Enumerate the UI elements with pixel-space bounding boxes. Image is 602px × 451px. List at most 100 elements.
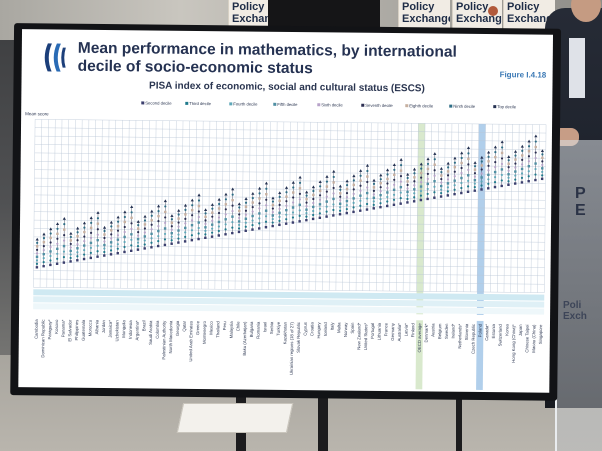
decile-marker <box>372 196 376 200</box>
decile-marker <box>298 203 302 207</box>
legend-label: Ninth decile <box>453 103 476 109</box>
decile-marker <box>83 239 86 243</box>
decile-marker <box>298 175 302 179</box>
decile-marker <box>359 174 362 177</box>
decile-marker <box>42 264 45 268</box>
decile-marker <box>392 163 396 167</box>
decile-marker <box>56 237 59 240</box>
decile-marker <box>420 176 423 179</box>
decile-marker <box>352 192 355 195</box>
country-label: Panama* <box>61 319 66 337</box>
decile-marker <box>292 196 295 199</box>
decile-marker <box>217 207 221 210</box>
country-label: Baku (Azerbaijan) <box>242 321 247 356</box>
decile-marker <box>258 197 261 200</box>
decile-marker <box>460 171 463 175</box>
decile-marker <box>56 252 59 255</box>
decile-marker <box>217 225 220 228</box>
country-label: Philippines <box>74 320 79 341</box>
decile-marker <box>318 216 322 220</box>
legend-label: Fifth decile <box>277 101 298 108</box>
decile-marker <box>292 186 295 189</box>
decile-marker <box>453 165 457 169</box>
decile-marker <box>96 228 99 231</box>
decile-marker <box>204 233 207 236</box>
decile-marker <box>521 158 524 162</box>
decile-marker <box>332 169 336 173</box>
decile-marker <box>534 178 537 182</box>
decile-marker <box>130 205 134 209</box>
decile-marker <box>285 218 288 221</box>
decile-marker <box>278 223 281 227</box>
decile-marker <box>137 231 140 234</box>
decile-marker <box>136 241 140 244</box>
decile-marker <box>264 181 269 185</box>
decile-marker <box>345 199 349 203</box>
decile-marker <box>130 227 133 230</box>
decile-marker <box>150 223 153 226</box>
legend-label: Eighth decile <box>409 103 434 109</box>
decile-marker <box>136 237 140 241</box>
decile-marker <box>372 178 376 182</box>
decile-marker <box>211 227 214 230</box>
decile-marker <box>116 215 120 219</box>
decile-marker <box>541 174 544 177</box>
decile-marker <box>143 219 147 222</box>
decile-marker <box>480 172 483 175</box>
country-label: Palestinian Authority <box>161 320 166 360</box>
decile-marker <box>197 204 201 208</box>
decile-marker <box>413 192 416 195</box>
country-label: Kosovo <box>54 319 59 334</box>
decile-marker <box>372 182 376 185</box>
decile-marker <box>278 203 281 206</box>
decile-marker <box>359 189 362 192</box>
decile-marker <box>184 208 187 211</box>
decile-marker <box>130 238 133 241</box>
decile-marker <box>130 249 133 253</box>
decile-marker <box>291 211 295 214</box>
lectern-logo-text: P <box>575 185 586 202</box>
decile-marker <box>473 165 477 168</box>
decile-marker <box>90 221 93 224</box>
legend-marker <box>185 102 189 106</box>
decile-marker <box>36 241 39 244</box>
legend-label: Second decile <box>145 100 172 106</box>
decile-marker <box>109 249 113 252</box>
decile-marker <box>177 233 180 236</box>
decile-marker <box>197 221 200 224</box>
decile-marker <box>439 184 443 188</box>
decile-marker <box>366 180 369 184</box>
decile-marker <box>62 217 66 220</box>
decile-marker <box>352 183 356 187</box>
decile-marker <box>265 187 268 190</box>
decile-marker <box>197 210 200 213</box>
decile-marker <box>500 157 504 160</box>
decile-marker <box>406 176 409 180</box>
decile-marker <box>265 198 268 201</box>
country-label: Japan <box>518 324 523 336</box>
decile-marker <box>123 220 127 224</box>
decile-marker <box>170 239 173 242</box>
decile-marker <box>359 179 362 182</box>
decile-marker <box>345 195 349 199</box>
decile-marker <box>224 233 227 236</box>
decile-marker <box>210 235 214 238</box>
decile-marker <box>338 202 342 205</box>
oecd-logo-icon <box>44 43 66 72</box>
country-label: Qatar <box>182 320 187 331</box>
decile-marker <box>332 203 335 206</box>
decile-marker <box>473 178 477 182</box>
decile-marker <box>338 184 342 188</box>
decile-marker <box>339 206 342 209</box>
decile-marker <box>96 222 100 225</box>
decile-marker <box>332 181 335 184</box>
decile-marker <box>284 222 288 225</box>
decile-marker <box>109 253 113 256</box>
decile-marker <box>312 201 315 205</box>
decile-marker <box>312 205 315 209</box>
decile-marker <box>143 247 146 250</box>
decile-marker <box>352 206 355 209</box>
decile-marker <box>244 213 248 216</box>
decile-marker <box>500 173 503 177</box>
decile-marker <box>433 180 436 183</box>
